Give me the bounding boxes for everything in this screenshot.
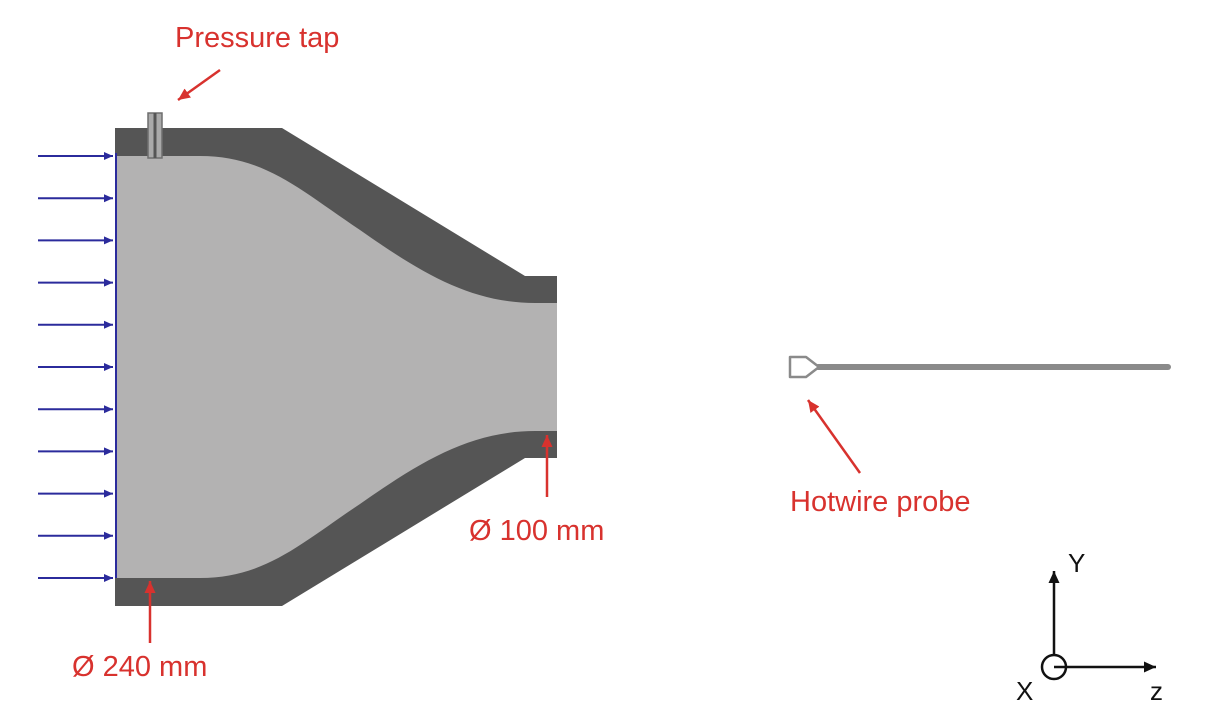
outlet-diameter-label: Ø 100 mm bbox=[469, 515, 604, 547]
hotwire-probe-arrow bbox=[806, 399, 862, 474]
hotwire-probe-tip bbox=[788, 355, 821, 379]
pressure-tap-label: Pressure tap bbox=[175, 22, 339, 54]
x-axis-out-of-page-icon bbox=[1040, 653, 1068, 681]
hotwire-probe-label: Hotwire probe bbox=[790, 486, 971, 518]
inlet-diameter-label: Ø 240 mm bbox=[72, 651, 207, 683]
y-axis-label: Y bbox=[1068, 548, 1085, 578]
coordinate-axes: Y X z bbox=[1016, 548, 1163, 706]
inflow-arrows bbox=[38, 152, 113, 582]
z-axis-label: z bbox=[1150, 676, 1163, 706]
hotwire-probe bbox=[788, 355, 1171, 379]
x-axis-label: X bbox=[1016, 676, 1033, 706]
pressure-tap-arrow bbox=[177, 68, 221, 102]
nozzle-interior bbox=[115, 156, 557, 578]
